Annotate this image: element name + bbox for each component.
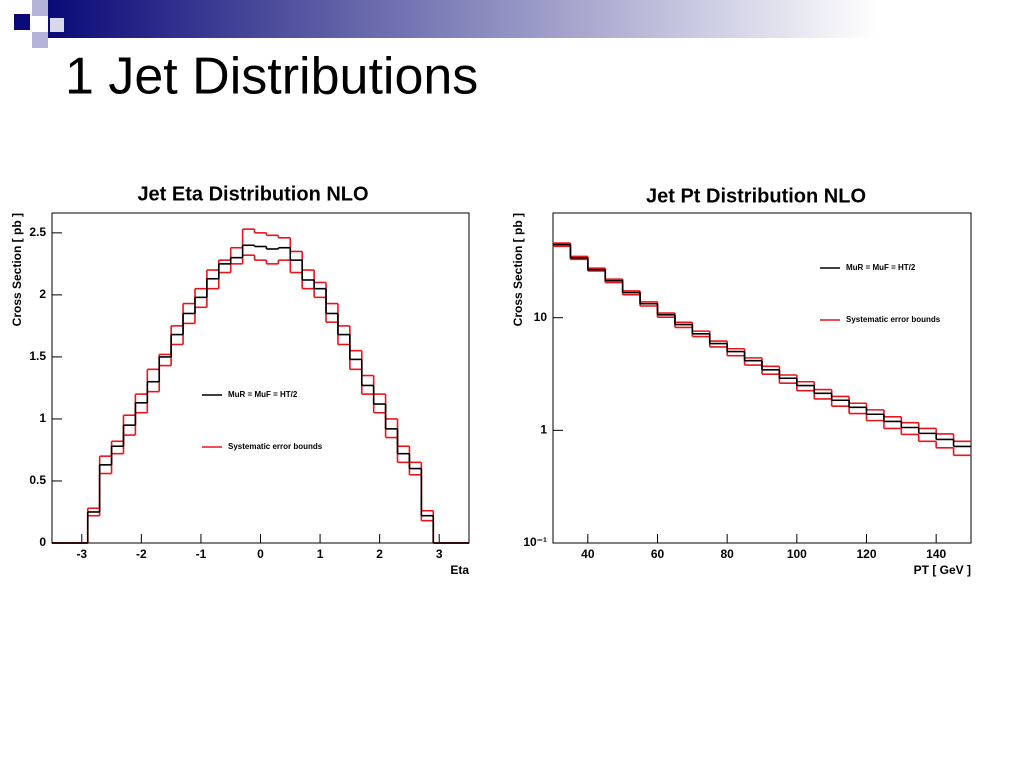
chart-title: Jet Eta Distribution NLO [137,183,368,205]
x-tick-label: -2 [136,547,147,561]
plot-frame [552,212,972,544]
x-tick-label: -1 [196,547,207,561]
y-tick-label: 2.5 [29,225,46,239]
header-square [32,32,48,48]
y-tick-label: 1.5 [29,349,46,363]
y-tick-label: 1 [540,423,547,437]
y-tick-label: 10⁻¹ [523,535,547,549]
y-tick-label: 2 [39,287,46,301]
x-tick-label: 100 [787,547,807,561]
x-axis-label: PT [ GeV ] [914,563,971,577]
legend-label: MuR = MuF = HT/2 [228,390,298,399]
legend-label: Systematic error bounds [846,315,941,324]
x-tick-label: 2 [376,547,383,561]
y-tick-label: 1 [39,411,46,425]
y-tick-label: 0 [39,535,46,549]
slide-title: 1 Jet Distributions [65,48,478,106]
x-tick-label: -3 [76,547,87,561]
legend-label: MuR = MuF = HT/2 [846,263,916,272]
header-square [50,18,64,32]
header-bar [48,0,1024,38]
x-tick-label: 140 [926,547,946,561]
legend-label: Systematic error bounds [228,442,323,451]
y-axis-label: Cross Section [ pb ] [10,213,24,326]
x-tick-label: 0 [257,547,264,561]
x-tick-label: 3 [436,547,443,561]
x-tick-label: 40 [581,547,595,561]
y-axis-label: Cross Section [ pb ] [511,213,525,326]
x-tick-label: 120 [856,547,876,561]
plot-frame [51,212,470,544]
y-tick-label: 0.5 [29,473,46,487]
header-square [14,14,30,30]
x-tick-label: 1 [317,547,324,561]
x-tick-label: 80 [720,547,734,561]
chart-title: Jet Pt Distribution NLO [646,185,866,207]
header-square [32,0,48,16]
x-tick-label: 60 [651,547,665,561]
y-tick-label: 10 [534,310,548,324]
x-axis-label: Eta [450,563,469,577]
